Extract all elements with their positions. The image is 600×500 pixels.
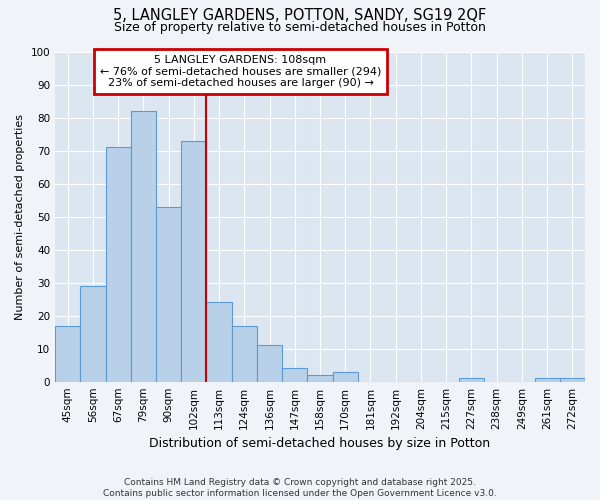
Bar: [257, 346, 282, 382]
Bar: [535, 378, 560, 382]
Bar: [206, 302, 232, 382]
Bar: [282, 368, 307, 382]
Bar: [156, 206, 181, 382]
Text: Size of property relative to semi-detached houses in Potton: Size of property relative to semi-detach…: [114, 21, 486, 34]
Bar: [181, 140, 206, 382]
Text: Contains HM Land Registry data © Crown copyright and database right 2025.
Contai: Contains HM Land Registry data © Crown c…: [103, 478, 497, 498]
Y-axis label: Number of semi-detached properties: Number of semi-detached properties: [15, 114, 25, 320]
Bar: [332, 372, 358, 382]
Bar: [560, 378, 585, 382]
X-axis label: Distribution of semi-detached houses by size in Potton: Distribution of semi-detached houses by …: [149, 437, 491, 450]
Bar: [307, 375, 332, 382]
Bar: [106, 148, 131, 382]
Bar: [131, 111, 156, 382]
Bar: [80, 286, 106, 382]
Text: 5, LANGLEY GARDENS, POTTON, SANDY, SG19 2QF: 5, LANGLEY GARDENS, POTTON, SANDY, SG19 …: [113, 8, 487, 22]
Bar: [55, 326, 80, 382]
Bar: [232, 326, 257, 382]
Bar: [459, 378, 484, 382]
Text: 5 LANGLEY GARDENS: 108sqm
← 76% of semi-detached houses are smaller (294)
23% of: 5 LANGLEY GARDENS: 108sqm ← 76% of semi-…: [100, 55, 381, 88]
